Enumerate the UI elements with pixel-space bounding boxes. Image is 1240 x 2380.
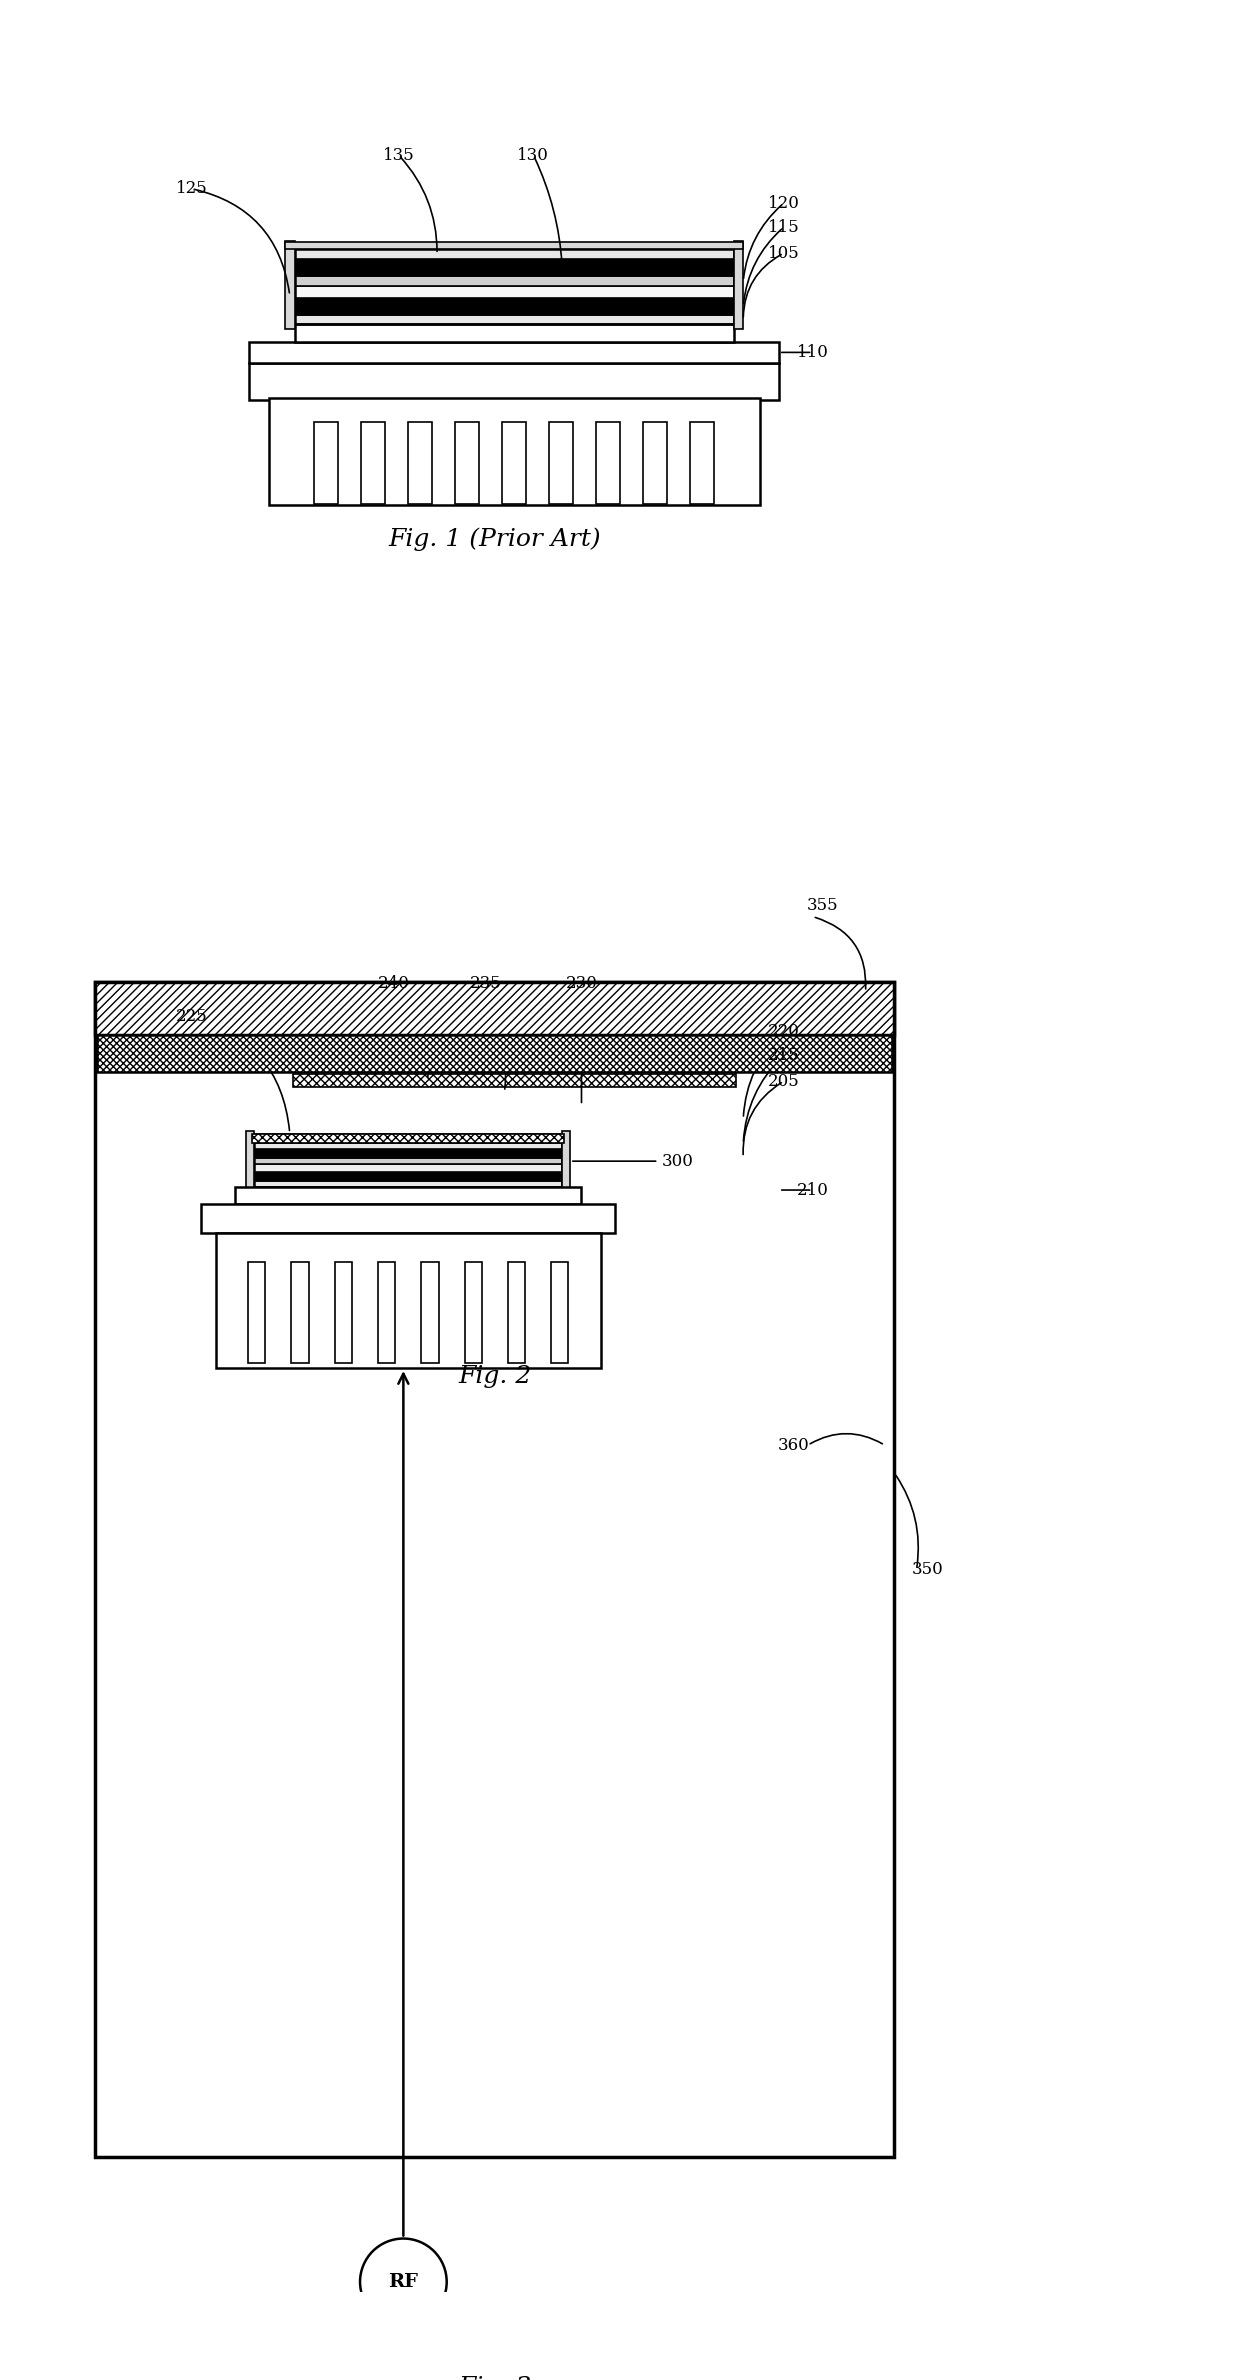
Bar xyxy=(285,243,743,250)
Text: 135: 135 xyxy=(383,148,414,164)
Text: RF: RF xyxy=(388,2273,418,2292)
Bar xyxy=(644,1259,667,1342)
Bar xyxy=(216,1233,600,1368)
Bar xyxy=(254,1150,562,1159)
Bar xyxy=(293,1073,735,1088)
Text: 120: 120 xyxy=(768,195,800,212)
Bar xyxy=(549,1259,573,1342)
Bar xyxy=(295,259,734,276)
Bar xyxy=(295,250,734,324)
Bar xyxy=(295,276,734,286)
Bar xyxy=(691,1259,714,1342)
Bar xyxy=(408,421,432,505)
Bar xyxy=(502,1259,526,1342)
Text: 235: 235 xyxy=(469,973,501,992)
Bar xyxy=(285,240,295,328)
Bar xyxy=(295,1073,734,1161)
Bar xyxy=(249,364,779,400)
Bar xyxy=(335,1261,352,1364)
Bar xyxy=(295,1135,734,1152)
Bar xyxy=(644,421,667,505)
Text: 230: 230 xyxy=(565,973,598,992)
Text: Fig. 2: Fig. 2 xyxy=(459,1366,532,1388)
Text: Fig. 1 (Prior Art): Fig. 1 (Prior Art) xyxy=(388,528,601,550)
Bar xyxy=(361,421,384,505)
Bar xyxy=(551,1261,568,1364)
Bar xyxy=(734,1069,743,1166)
Text: 115: 115 xyxy=(768,219,800,236)
Bar xyxy=(254,1159,562,1164)
Bar xyxy=(254,1180,562,1188)
Bar xyxy=(455,1259,479,1342)
Bar xyxy=(295,314,734,324)
Bar xyxy=(234,1188,582,1204)
Text: 215: 215 xyxy=(768,1047,800,1064)
Bar xyxy=(254,1164,562,1171)
Bar xyxy=(734,240,743,328)
Bar xyxy=(295,250,734,259)
Text: 125: 125 xyxy=(176,181,207,198)
Text: 110: 110 xyxy=(796,343,828,362)
Bar xyxy=(201,1204,615,1233)
Bar xyxy=(314,1259,337,1342)
Text: 210: 210 xyxy=(796,1180,828,1200)
Text: 300: 300 xyxy=(662,1152,693,1169)
Bar xyxy=(596,421,620,505)
Text: 225: 225 xyxy=(176,1009,207,1026)
Bar xyxy=(596,1259,620,1342)
Bar xyxy=(249,343,779,364)
Bar xyxy=(269,397,760,505)
Bar xyxy=(295,286,734,298)
Bar xyxy=(295,1152,734,1161)
Bar xyxy=(295,1097,734,1114)
Bar xyxy=(314,421,337,505)
Bar xyxy=(295,1114,734,1123)
Bar xyxy=(361,1259,384,1342)
Bar xyxy=(691,421,714,505)
Bar xyxy=(248,1261,265,1364)
Bar xyxy=(378,1261,396,1364)
Text: 205: 205 xyxy=(768,1073,800,1090)
Bar xyxy=(295,1088,734,1097)
Bar xyxy=(295,1161,734,1180)
Bar xyxy=(97,1035,893,1071)
Bar xyxy=(291,1261,309,1364)
Bar xyxy=(455,421,479,505)
Bar xyxy=(254,1142,562,1150)
Bar xyxy=(254,1171,562,1180)
Text: 240: 240 xyxy=(378,973,409,992)
Bar xyxy=(422,1261,439,1364)
Text: 220: 220 xyxy=(768,1023,800,1040)
Bar xyxy=(549,421,573,505)
Text: 355: 355 xyxy=(806,897,838,914)
Bar xyxy=(252,1135,564,1142)
Bar xyxy=(295,298,734,314)
Text: 130: 130 xyxy=(517,148,549,164)
Text: 350: 350 xyxy=(913,1561,944,1578)
Bar xyxy=(249,1200,779,1238)
Bar xyxy=(285,1069,295,1166)
Text: 105: 105 xyxy=(768,245,800,262)
Bar xyxy=(502,421,526,505)
Bar xyxy=(254,1135,562,1188)
Bar xyxy=(465,1261,482,1364)
Bar xyxy=(269,1235,760,1342)
Text: Fig. 3: Fig. 3 xyxy=(459,2375,532,2380)
Bar xyxy=(295,1123,734,1135)
Bar xyxy=(95,983,894,1035)
Circle shape xyxy=(360,2240,446,2325)
Bar xyxy=(508,1261,526,1364)
Bar xyxy=(562,1130,570,1190)
Bar xyxy=(95,983,894,2156)
Text: 360: 360 xyxy=(777,1438,810,1454)
Bar xyxy=(295,324,734,343)
Bar xyxy=(249,1180,779,1200)
Bar xyxy=(408,1259,432,1342)
Bar xyxy=(247,1130,254,1190)
